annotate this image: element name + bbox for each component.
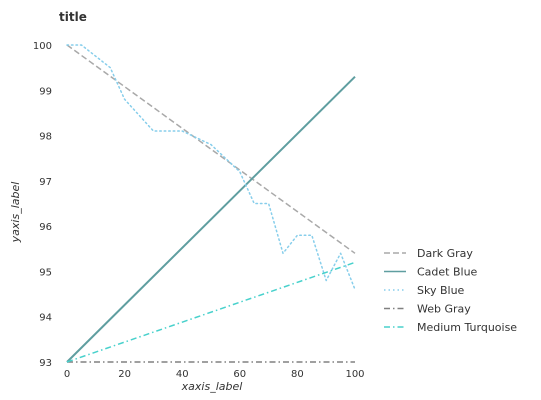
y-tick-label: 99 [39,86,52,97]
y-tick-label: 96 [39,222,52,233]
y-tick-label: 93 [39,358,52,369]
legend-label: Cadet Blue [417,266,478,279]
x-tick-label: 40 [176,369,189,380]
series-line-medium-turquoise [66,261,356,363]
legend-label: Web Gray [417,303,471,316]
y-tick-label: 98 [39,132,52,143]
x-tick-label: 80 [291,369,304,380]
legend-label: Sky Blue [417,284,465,297]
legend-label: Medium Turquoise [417,321,517,334]
legend: Dark Gray Cadet Blue Sky Blue Web Gray Mediu… [384,247,517,334]
plot-area [66,44,356,363]
axes: 0 20 40 60 80 100 93 94 95 96 97 98 99 100 [33,41,365,380]
legend-label: Dark Gray [417,247,473,260]
y-tick-label: 94 [39,313,52,324]
chart-title: title [59,10,87,24]
x-tick-label: 0 [64,369,70,380]
x-tick-label: 60 [233,369,246,380]
series-line-dark-gray [66,44,356,254]
y-axis-title: yaxis_label [9,182,22,244]
series-line-cadet-blue [66,75,356,363]
y-tick-label: 97 [39,177,52,188]
x-tick-label: 100 [345,369,364,380]
x-tick-label: 20 [118,369,131,380]
x-axis-title: xaxis_label [181,380,243,393]
series-line-sky-blue [66,44,356,291]
y-tick-label: 95 [39,267,52,278]
y-tick-label: 100 [33,41,52,52]
